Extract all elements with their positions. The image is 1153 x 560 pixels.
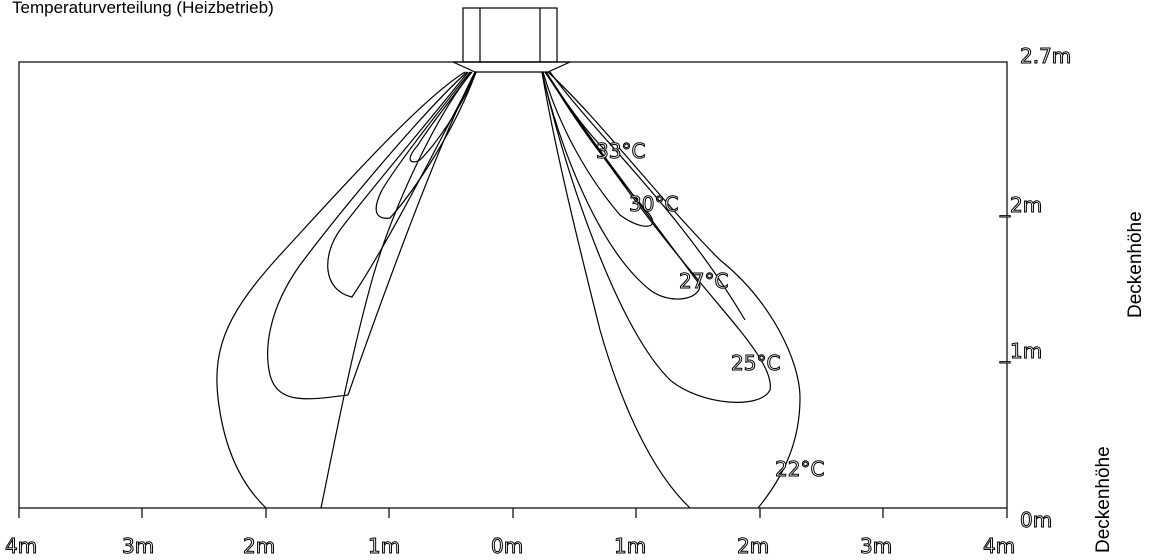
label-22c: 22°C bbox=[775, 457, 824, 481]
left-isotherms bbox=[216, 71, 477, 509]
isotherm-labels: 33°C 30°C 27°C 25°C 22°C bbox=[596, 139, 825, 482]
right-isotherm-27 bbox=[541, 71, 701, 300]
label-27c: 27°C bbox=[679, 269, 728, 293]
x-axis-ticks bbox=[18, 508, 1008, 518]
left-isotherm-22 bbox=[216, 71, 466, 509]
ceiling-diffuser bbox=[452, 7, 571, 73]
side-label-ceiling-height-bottom: Deckenhöhe bbox=[1093, 446, 1114, 553]
y-axis-labels: 0m _1m _2m 2.7m bbox=[999, 44, 1072, 533]
room-frame bbox=[18, 61, 1008, 509]
right-isotherm-30 bbox=[542, 71, 654, 227]
x-tick-label: 2m bbox=[243, 534, 275, 558]
right-isotherms bbox=[541, 71, 801, 509]
y-tick-label: 0m bbox=[1020, 508, 1052, 532]
x-tick-label: 1m bbox=[614, 534, 646, 558]
left-isotherm-33 bbox=[409, 71, 477, 163]
x-tick-label: 3m bbox=[122, 534, 154, 558]
y-tick-label: _1m bbox=[999, 339, 1042, 363]
side-label-ceiling-height-top: Deckenhöhe bbox=[1125, 211, 1146, 318]
right-isotherm-22 bbox=[547, 71, 801, 509]
left-isotherm-25 bbox=[267, 71, 476, 400]
label-25c: 25°C bbox=[731, 351, 780, 375]
x-tick-label: 0m bbox=[491, 534, 523, 558]
x-tick-label: 3m bbox=[860, 534, 892, 558]
x-tick-label: 1m bbox=[368, 534, 400, 558]
x-tick-label: 4m bbox=[5, 534, 37, 558]
x-tick-label: 4m bbox=[983, 534, 1015, 558]
y-tick-label: 2.7m bbox=[1020, 44, 1071, 68]
x-tick-label: 2m bbox=[737, 534, 769, 558]
left-isotherm-30 bbox=[375, 71, 477, 219]
label-30c: 30°C bbox=[629, 192, 678, 216]
y-tick-label: _2m bbox=[999, 193, 1042, 217]
label-33c: 33°C bbox=[596, 139, 645, 163]
left-isotherm-27 bbox=[327, 71, 477, 298]
right-isotherm-22-inner bbox=[541, 71, 691, 509]
diagram-title: Temperaturverteilung (Heizbetrieb) bbox=[12, 0, 274, 17]
right-isotherm-33 bbox=[545, 71, 606, 151]
x-axis-labels: 4m 3m 2m 1m 0m 1m 2m 3m 4m bbox=[5, 534, 1016, 559]
right-isotherm-extra bbox=[549, 71, 746, 321]
right-isotherm-25 bbox=[541, 71, 771, 403]
left-isotherm-22-inner bbox=[320, 71, 473, 509]
